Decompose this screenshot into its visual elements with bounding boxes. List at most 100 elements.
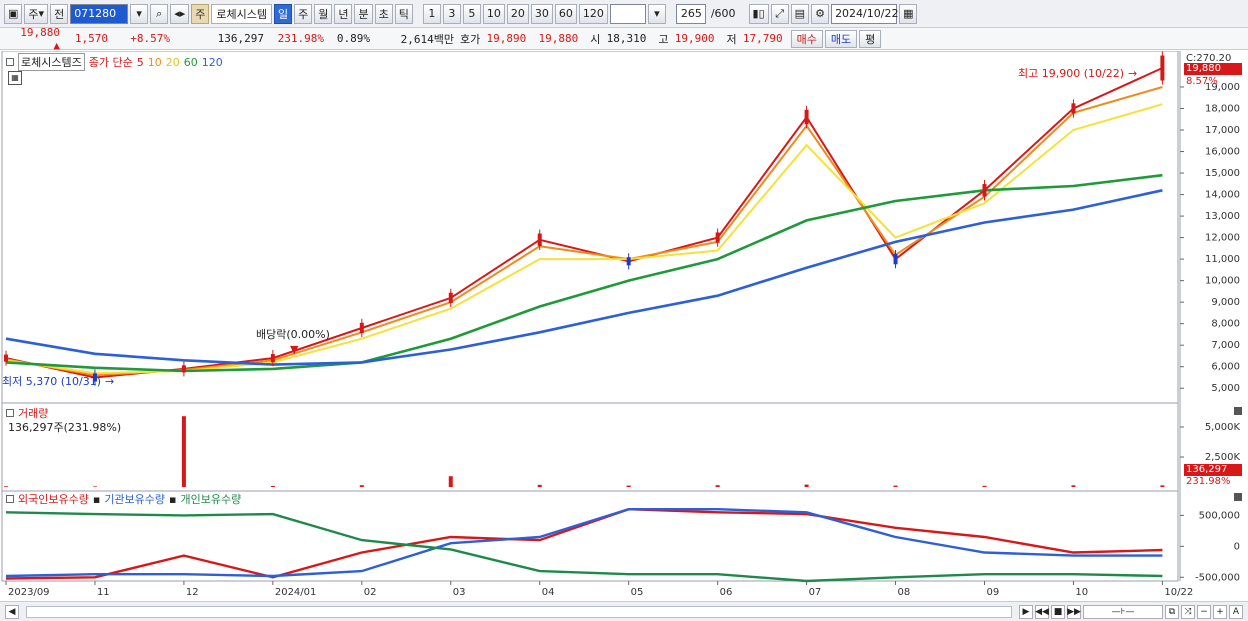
interval-5[interactable]: 5: [462, 3, 481, 24]
volume-bar: [4, 486, 8, 487]
type-select-label: 주: [28, 7, 39, 21]
evaluate-button[interactable]: 평: [859, 29, 882, 48]
legend-prefix: 종가 단순: [88, 56, 133, 69]
rewind-icon[interactable]: ◀◀: [1035, 604, 1049, 619]
toolbar: ▣ 주 ▾ 전 071280 ▾ ⌕ ◂▸ 주 로체시스템 일 주 월 년 분 초…: [0, 0, 1248, 28]
period-day[interactable]: 일: [273, 3, 293, 24]
legend-institution: 기관보유수량: [104, 493, 166, 506]
buy-button[interactable]: 매수: [790, 29, 823, 48]
volume-bar: [893, 485, 898, 487]
sell-button[interactable]: 매도: [824, 29, 858, 48]
volume-bar: [715, 485, 720, 487]
prev-button[interactable]: 전: [50, 3, 69, 24]
arrow-right-icon: →: [105, 374, 115, 388]
period-tick[interactable]: 틱: [394, 3, 413, 24]
interval-120[interactable]: 120: [578, 3, 608, 24]
layout-icon[interactable]: ⧉: [1165, 604, 1179, 619]
axis-top-label: C:270.20: [1186, 53, 1232, 64]
trade-amount: 2,614백만: [400, 32, 454, 46]
x-tick-label: 12: [186, 587, 199, 598]
dividend-arrow-icon: ▼: [290, 343, 299, 356]
legend-box-icon: [6, 58, 14, 66]
period-second[interactable]: 초: [374, 3, 393, 24]
y-tick-label: 500,000: [1199, 510, 1240, 521]
y-tick-label: 17,000: [1205, 125, 1240, 136]
volume-bar: [1160, 485, 1165, 487]
holding-line: [5, 511, 1163, 583]
scrollbar[interactable]: [26, 605, 1012, 618]
period-minute[interactable]: 분: [354, 3, 373, 24]
bottom-bar: ◀ ▶ ◀◀ ■ ▶▶ —⊦— ⧉ ⤨ − + A: [0, 601, 1248, 621]
stop-icon[interactable]: ■: [1051, 604, 1065, 619]
ma-line-20: [5, 103, 1163, 375]
legend-ma5: 5: [136, 55, 144, 69]
zoom-slider-icon[interactable]: —⊦—: [1083, 604, 1163, 619]
legend-ma120: 120: [201, 55, 223, 69]
interval-10[interactable]: 10: [482, 3, 505, 24]
bid-price: 19,880: [538, 32, 579, 45]
y-tick-label: 2,500K: [1205, 452, 1241, 463]
y-tick-label: 7,000: [1211, 340, 1240, 351]
x-tick-label: 2023/09: [8, 587, 50, 598]
candle-icon[interactable]: ▮▯: [748, 3, 769, 24]
period-week[interactable]: 주: [294, 3, 313, 24]
calculator-icon[interactable]: ▦: [8, 71, 22, 85]
y-tick-label: 15,000: [1205, 168, 1240, 179]
code-input[interactable]: 071280: [70, 3, 129, 24]
y-tick-label: 16,000: [1205, 147, 1240, 158]
scroll-left-icon[interactable]: ◀: [5, 604, 19, 619]
dividend-annotation: 배당락(0.00%): [256, 326, 330, 342]
type-select[interactable]: 주 ▾: [24, 3, 49, 24]
x-tick-label: 10/22: [1164, 587, 1193, 598]
tools-icon[interactable]: ⤨: [1181, 604, 1195, 619]
volume-bar: [982, 485, 987, 487]
legend-foreign: 외국인보유수량: [18, 493, 89, 506]
legend-ma10: 10: [147, 55, 162, 69]
bid-label: 호가: [460, 32, 481, 46]
interval-3[interactable]: 3: [442, 3, 461, 24]
interval-20[interactable]: 20: [506, 3, 529, 24]
volume-bar: [626, 485, 631, 487]
y-tick-label: 13,000: [1205, 211, 1240, 222]
legend-stock-name: 로체시스템즈: [18, 53, 85, 71]
calendar-icon[interactable]: ▦: [899, 3, 918, 24]
chart-canvas[interactable]: 19,000 18,000 17,000 16,000 15,000 14,000 13,0…: [0, 51, 1248, 601]
current-price: 19,880 ▲: [20, 25, 60, 52]
interval-30[interactable]: 30: [530, 3, 553, 24]
legend-box-icon: [6, 495, 14, 503]
interval-1[interactable]: 1: [422, 3, 441, 24]
zoom-in-icon[interactable]: +: [1213, 604, 1227, 619]
text-icon[interactable]: A: [1229, 604, 1243, 619]
scroll-right-icon[interactable]: ▶: [1019, 604, 1033, 619]
forward-icon[interactable]: ▶▶: [1067, 604, 1081, 619]
dividend-annotation-text: 배당락(0.00%): [256, 328, 330, 341]
date-input[interactable]: 2024/10/22: [831, 3, 898, 24]
ma-line-120: [5, 189, 1163, 366]
draw-icon[interactable]: ⤢: [770, 3, 789, 24]
low-price: 17,790: [742, 32, 783, 45]
save-icon[interactable]: ▤: [790, 3, 810, 24]
market-badge: 주: [191, 3, 210, 24]
period-month[interactable]: 월: [314, 3, 333, 24]
window-icon[interactable]: ▣: [4, 3, 23, 24]
custom-interval-input[interactable]: [609, 3, 646, 24]
panel-close-icon[interactable]: [1234, 407, 1242, 415]
x-tick-label: 09: [986, 587, 999, 598]
x-tick-label: 04: [542, 587, 555, 598]
panel-close-icon[interactable]: [1234, 493, 1242, 501]
interval-60[interactable]: 60: [554, 3, 577, 24]
volume-tag: 136,297: [1184, 464, 1242, 476]
ma-line-5: [5, 67, 1163, 379]
ask-price: 19,890: [486, 32, 527, 45]
interval-dropdown-icon[interactable]: ▾: [647, 3, 666, 24]
gear-icon[interactable]: ⚙: [811, 3, 830, 24]
y-tick-label: 11,000: [1205, 254, 1240, 265]
code-dropdown-icon[interactable]: ▾: [130, 3, 149, 24]
zoom-out-icon[interactable]: −: [1197, 604, 1211, 619]
count-input[interactable]: 265: [675, 3, 706, 24]
sound-icon[interactable]: ◂▸: [170, 3, 190, 24]
period-year[interactable]: 년: [334, 3, 353, 24]
search-icon[interactable]: ⌕: [150, 3, 169, 24]
holding-legend: 외국인보유수량 ▪ 기관보유수량 ▪ 개인보유수량: [6, 491, 241, 507]
x-tick-label: 2024/01: [275, 587, 317, 598]
